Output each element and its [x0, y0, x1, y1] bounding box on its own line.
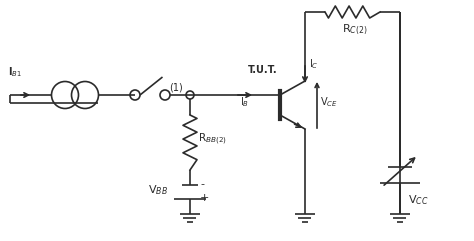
- Text: V$_{CC}$: V$_{CC}$: [408, 193, 428, 207]
- Text: (1): (1): [169, 82, 183, 92]
- Text: R$_{BB(2)}$: R$_{BB(2)}$: [198, 132, 227, 147]
- Text: V$_{CE}$: V$_{CE}$: [320, 95, 338, 109]
- Text: -: -: [200, 179, 204, 189]
- Text: I$_B$: I$_B$: [240, 95, 249, 109]
- Text: +: +: [200, 193, 210, 203]
- Text: I$_{B1}$: I$_{B1}$: [8, 65, 22, 79]
- Text: R$_{C(2)}$: R$_{C(2)}$: [342, 22, 368, 37]
- Text: I$_C$: I$_C$: [309, 57, 319, 71]
- Text: T.U.T.: T.U.T.: [248, 65, 278, 75]
- Text: V$_{BB}$: V$_{BB}$: [148, 183, 168, 197]
